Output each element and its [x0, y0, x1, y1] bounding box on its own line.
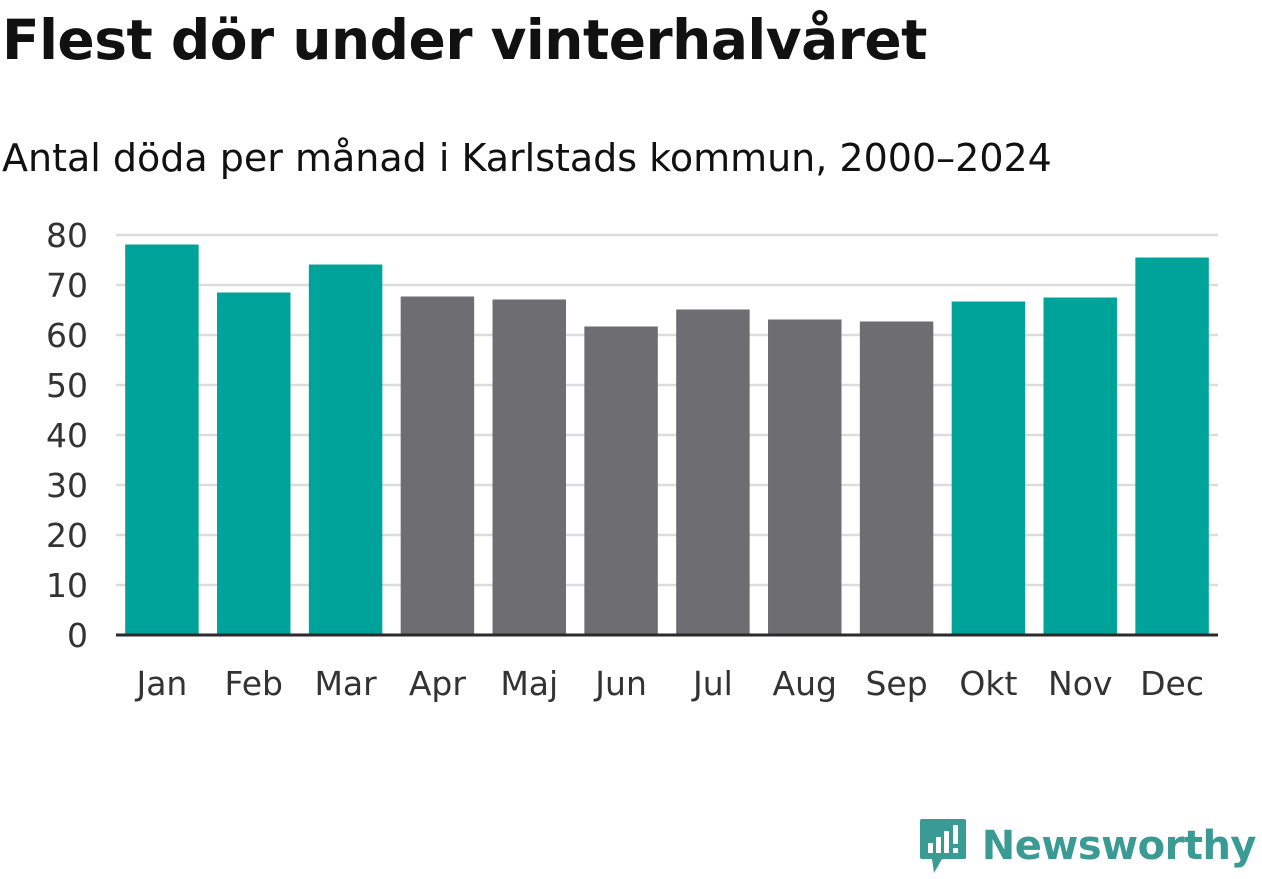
bar-jan — [125, 244, 199, 635]
bar-jun — [584, 326, 658, 635]
bar-okt — [951, 301, 1026, 635]
y-tick-label: 70 — [46, 266, 88, 305]
y-tick-label: 30 — [46, 466, 88, 505]
chart-subtitle: Antal döda per månad i Karlstads kommun,… — [2, 136, 1052, 180]
x-tick-label-nov: Nov — [1048, 664, 1112, 703]
bar-maj — [492, 299, 566, 635]
chart-title: Flest dör under vinterhalvåret — [2, 8, 927, 72]
y-tick-label: 40 — [46, 416, 88, 455]
y-tick-label: 80 — [46, 216, 88, 255]
bar-nov — [1043, 297, 1117, 635]
bar-feb — [217, 292, 291, 635]
y-tick-label: 0 — [67, 616, 88, 655]
bar-jul — [676, 309, 750, 635]
bar-dec — [1135, 257, 1209, 635]
brand-name: Newsworthy — [981, 823, 1257, 869]
gridlines — [116, 233, 1218, 587]
x-tick-label-feb: Feb — [225, 664, 283, 703]
brand-footer: Newsworthy — [918, 818, 1257, 874]
y-tick-label: 60 — [46, 316, 88, 355]
y-axis-ticks: 0 10 20 30 40 50 60 70 80 — [46, 216, 88, 655]
x-tick-label-sep: Sep — [865, 664, 927, 703]
newsworthy-logo-icon — [919, 819, 966, 873]
x-tick-label-apr: Apr — [409, 664, 467, 703]
bar-aug — [768, 319, 842, 635]
x-tick-label-maj: Maj — [500, 664, 558, 703]
bar-mar — [308, 264, 383, 635]
x-tick-label-jun: Jun — [593, 664, 647, 703]
x-tick-label-aug: Aug — [773, 664, 837, 703]
x-axis-ticks: Jan Feb Mar Apr Maj Jun Jul Aug Sep Okt Nov Dec — [134, 664, 1204, 703]
x-tick-label-mar: Mar — [314, 664, 377, 703]
bar-apr — [400, 296, 475, 635]
y-tick-label: 20 — [46, 516, 88, 555]
x-tick-label-dec: Dec — [1140, 664, 1204, 703]
bars — [125, 244, 1209, 635]
x-tick-label-okt: Okt — [959, 664, 1017, 703]
x-tick-label-jul: Jul — [691, 664, 733, 703]
y-tick-label: 50 — [46, 366, 88, 405]
x-tick-label-jan: Jan — [134, 664, 187, 703]
y-tick-label: 10 — [46, 566, 88, 605]
bar-sep — [859, 321, 934, 635]
